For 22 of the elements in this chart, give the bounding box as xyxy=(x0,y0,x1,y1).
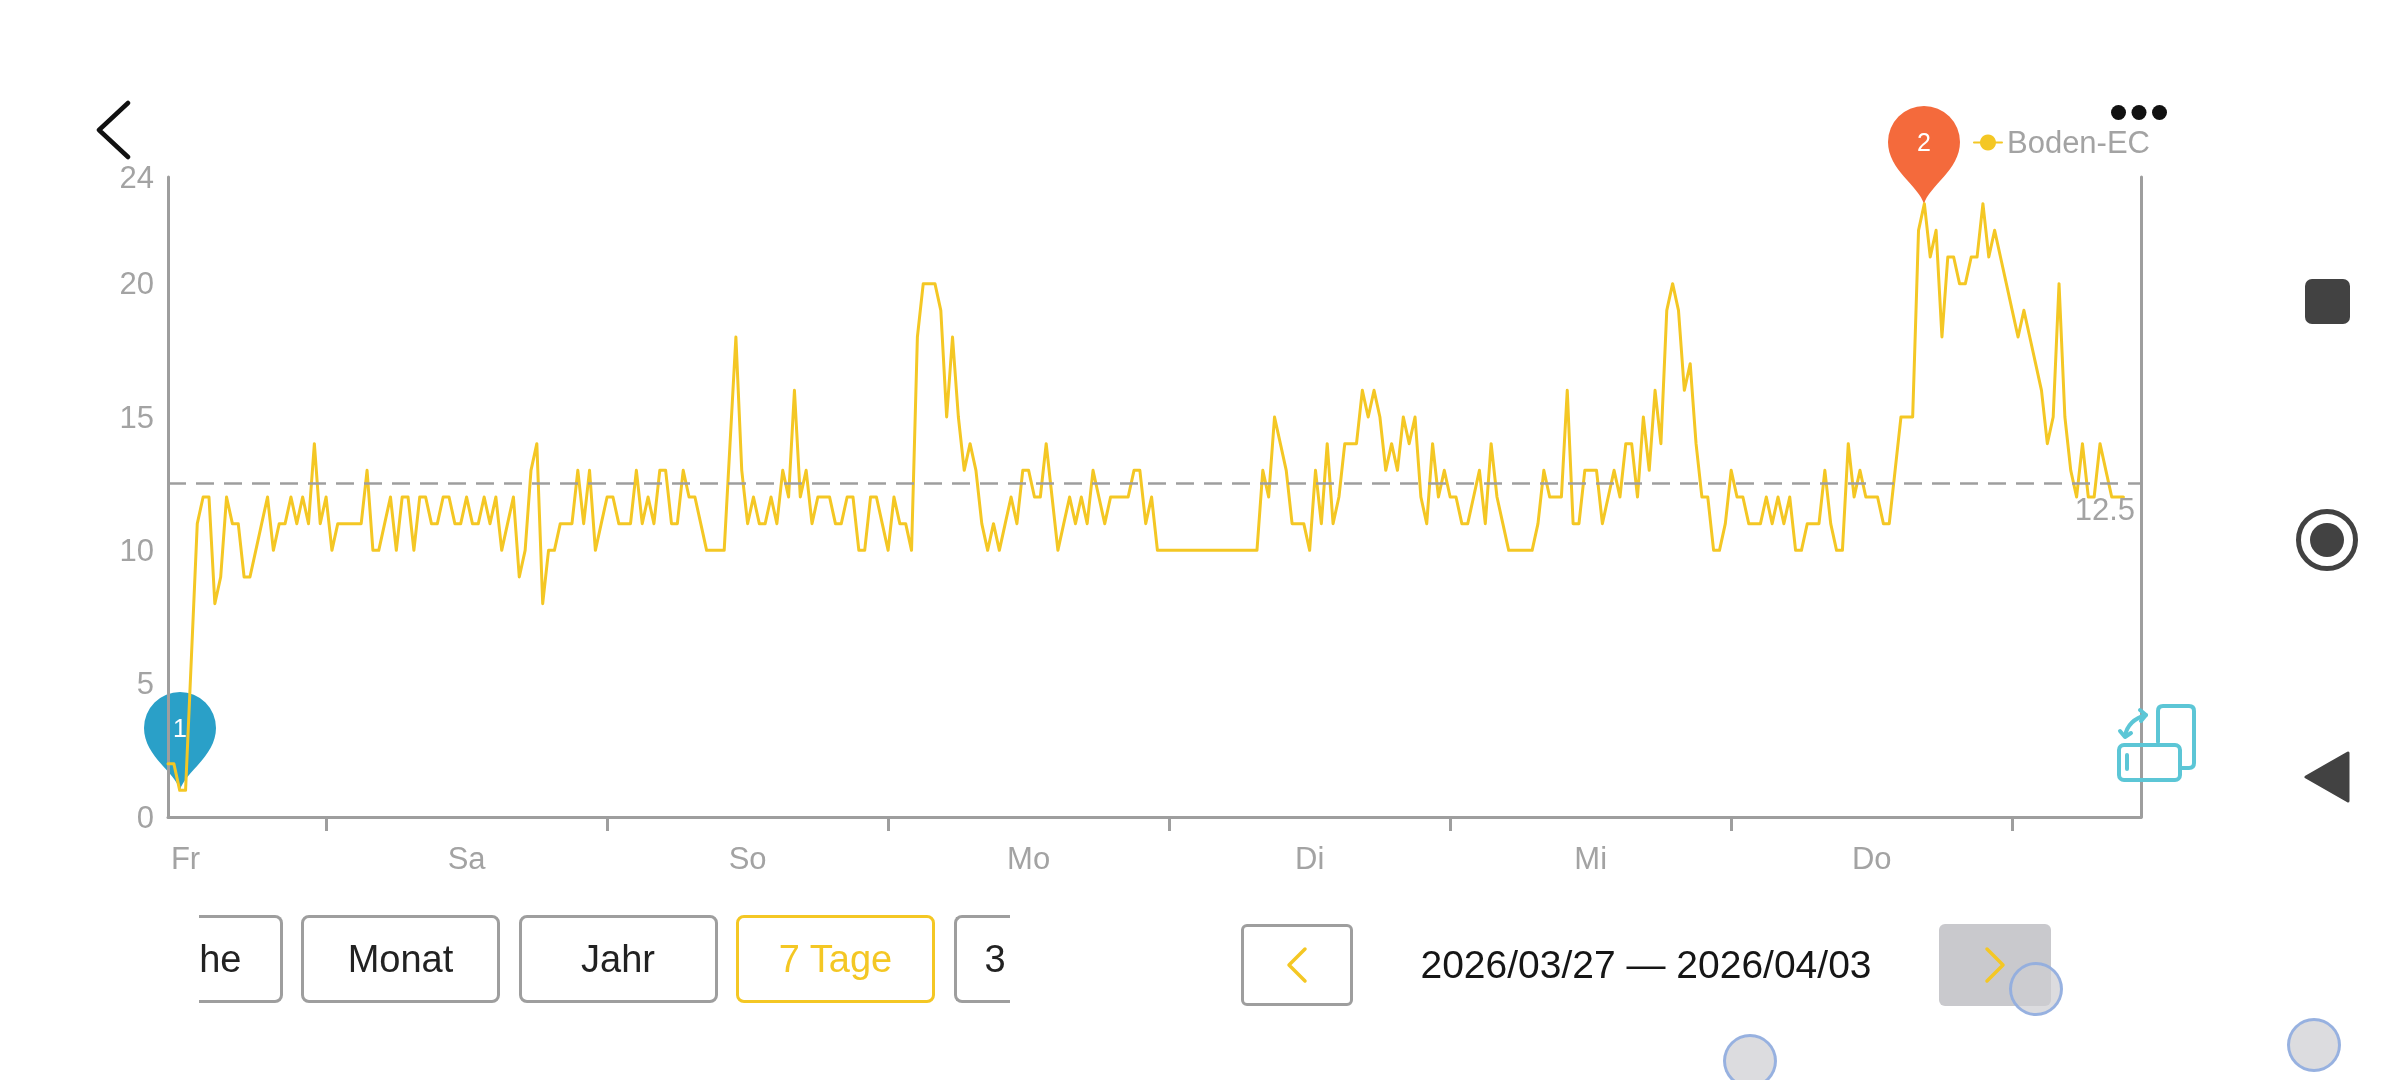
x-tick-label: Do xyxy=(1851,841,1892,876)
period-button[interactable]: 3 xyxy=(953,915,1010,1003)
y-tick-label: 10 xyxy=(119,532,154,568)
x-tick-label: So xyxy=(728,841,767,876)
y-tick-label: 0 xyxy=(136,799,154,835)
period-button[interactable]: Jahr xyxy=(518,915,718,1003)
ref-line-label: 12.5 xyxy=(2074,491,2135,527)
x-tick-label: Mi xyxy=(1574,841,1608,876)
x-tick-label: Fr xyxy=(170,841,201,876)
legend-label: Boden-EC xyxy=(2006,125,2150,160)
y-tick-label: 15 xyxy=(119,399,154,435)
x-tick-label: Sa xyxy=(447,841,487,876)
annotation: 1 xyxy=(172,714,187,743)
previous-button[interactable] xyxy=(1241,924,1353,1006)
y-tick-label: 24 xyxy=(119,159,154,195)
period-button[interactable]: Monat xyxy=(301,915,500,1003)
period-button[interactable]: he xyxy=(199,915,283,1003)
x-tick-label: Mo xyxy=(1007,841,1051,876)
map-pin-icon: 2 xyxy=(1888,105,1961,204)
y-tick-label: 20 xyxy=(119,266,154,302)
x-tick-label: Di xyxy=(1295,841,1325,876)
text: 2026/03/27 — 2026/04/03 xyxy=(1420,943,1872,987)
